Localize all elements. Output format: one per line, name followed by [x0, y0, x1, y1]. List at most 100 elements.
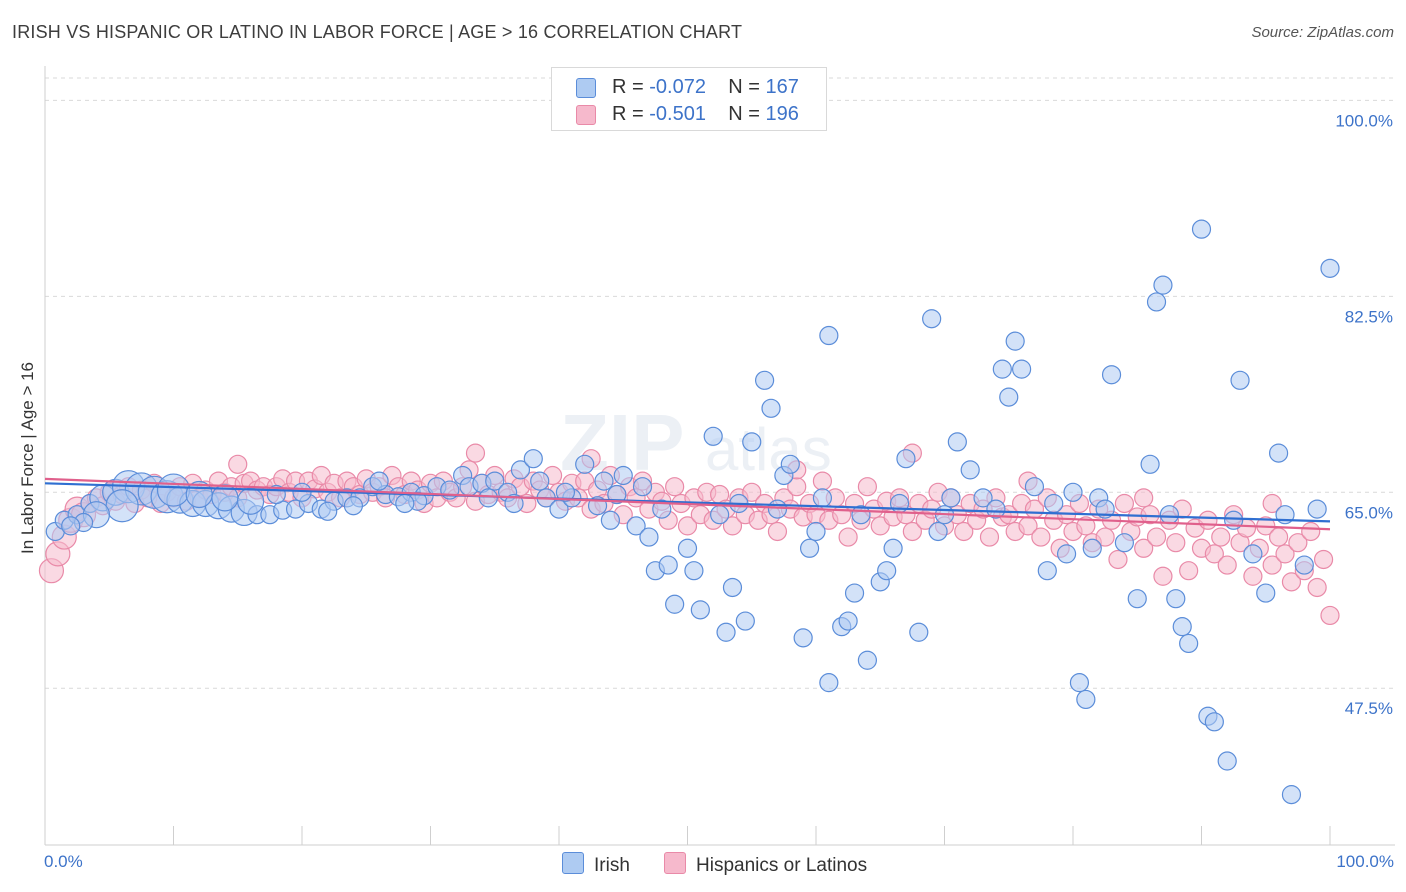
irish-point — [343, 496, 363, 516]
irish-point — [677, 538, 698, 558]
irish-n-label: N = — [728, 76, 760, 98]
irish-point — [626, 516, 646, 536]
irish-point — [1217, 751, 1237, 771]
irish-point — [986, 499, 1006, 519]
irish-point — [780, 454, 800, 474]
irish-point — [1191, 219, 1212, 239]
hisp-point — [838, 527, 858, 547]
irish-point — [1037, 561, 1057, 581]
irish-point — [793, 628, 813, 648]
x-tick-min: 0.0% — [44, 852, 83, 871]
irish-point — [504, 493, 524, 514]
irish-point — [1294, 555, 1314, 575]
hisp-point — [677, 516, 698, 536]
grid-layer — [45, 77, 1395, 689]
hisp-point — [954, 521, 974, 542]
irish-point — [806, 521, 826, 542]
hisp-trend-line — [44, 477, 1331, 531]
hisp-point — [1301, 521, 1321, 542]
correlation-legend: R = -0.072 N = 167 R = -0.501 N = 196 — [551, 67, 827, 131]
irish-point — [607, 484, 627, 505]
y-tick-label: 100.0% — [1335, 111, 1393, 130]
irish-point — [632, 477, 653, 497]
irish-point — [754, 370, 775, 390]
irish-point — [237, 487, 265, 515]
irish-point — [61, 516, 81, 536]
irish-point — [1159, 505, 1179, 525]
irish-point — [703, 426, 723, 446]
hisp-point — [1288, 533, 1308, 553]
irish-n-value: 167 — [765, 76, 799, 98]
y-tick-labels: 47.5% 65.0% 82.5% 100.0% — [1335, 111, 1393, 718]
irish-point — [1082, 538, 1102, 558]
hisp-point — [902, 521, 922, 542]
irish-point — [883, 538, 903, 558]
svg-text:atlas: atlas — [705, 416, 832, 483]
hisp-point — [1153, 566, 1173, 586]
irish-point — [742, 432, 762, 452]
hisp-point — [1146, 527, 1167, 547]
irish-point — [716, 622, 736, 642]
irish-point — [1056, 544, 1077, 564]
irish-point — [105, 489, 139, 523]
hisp-point — [1134, 538, 1154, 558]
hisp-r-value: -0.501 — [649, 103, 706, 125]
irish-point — [1011, 359, 1032, 379]
irish-point — [1268, 443, 1289, 463]
irish-point — [292, 482, 312, 502]
hisp-r-label: R = — [612, 103, 644, 125]
irish-point — [857, 650, 878, 670]
hisp-point — [857, 477, 878, 497]
irish-point — [896, 449, 916, 469]
irish-point — [1281, 785, 1302, 805]
irish-point — [1101, 365, 1122, 385]
hisp-point — [228, 454, 248, 474]
hisp-point — [1031, 527, 1051, 547]
y-tick-label: 47.5% — [1345, 699, 1393, 718]
irish-point — [652, 499, 672, 519]
hisp-point — [1268, 527, 1289, 547]
irish-point — [156, 473, 191, 507]
hisp-point — [1262, 555, 1282, 575]
irish-point — [1069, 673, 1090, 693]
irish-point — [819, 673, 839, 693]
irish-point — [1166, 589, 1186, 609]
hisp-n-value: 196 — [765, 103, 799, 125]
irish-point — [1024, 477, 1045, 497]
irish-point — [722, 577, 743, 598]
irish-point — [575, 454, 595, 474]
irish-point — [761, 398, 781, 418]
irish-point — [658, 555, 678, 575]
irish-point — [1307, 499, 1327, 519]
irish-point — [594, 471, 614, 491]
irish-r-value: -0.072 — [649, 76, 706, 98]
irish-point — [530, 471, 550, 491]
hisp-point — [665, 477, 685, 497]
irish-point — [960, 460, 980, 480]
irish-point — [1179, 633, 1199, 654]
irish-point — [1230, 370, 1250, 390]
irish-point — [941, 488, 961, 508]
irish-point — [844, 583, 865, 603]
irish-point — [922, 309, 942, 329]
irish-point — [999, 387, 1019, 407]
hisp-point — [1198, 510, 1218, 530]
hisp-point — [1076, 516, 1096, 536]
irish-point — [1127, 589, 1147, 609]
hisp-swatch — [576, 105, 596, 125]
irish-point — [877, 561, 897, 581]
trend-layer — [44, 477, 1331, 531]
irish-point — [1204, 712, 1224, 732]
irish-legend-label: Irish — [594, 855, 630, 876]
chart-title: IRISH VS HISPANIC OR LATINO IN LABOR FOR… — [12, 22, 743, 42]
hisp-point — [1243, 566, 1263, 586]
hisp-point — [1281, 572, 1302, 592]
hisp-point — [1211, 527, 1231, 547]
irish-point — [639, 527, 659, 547]
irish-point — [690, 600, 710, 620]
hisp-point — [812, 471, 833, 491]
irish-swatch — [576, 78, 596, 98]
bottom-legend-hisp: Hispanics or Latinos — [664, 852, 867, 876]
axis-layer — [44, 66, 1395, 846]
hisp-point — [767, 521, 788, 542]
